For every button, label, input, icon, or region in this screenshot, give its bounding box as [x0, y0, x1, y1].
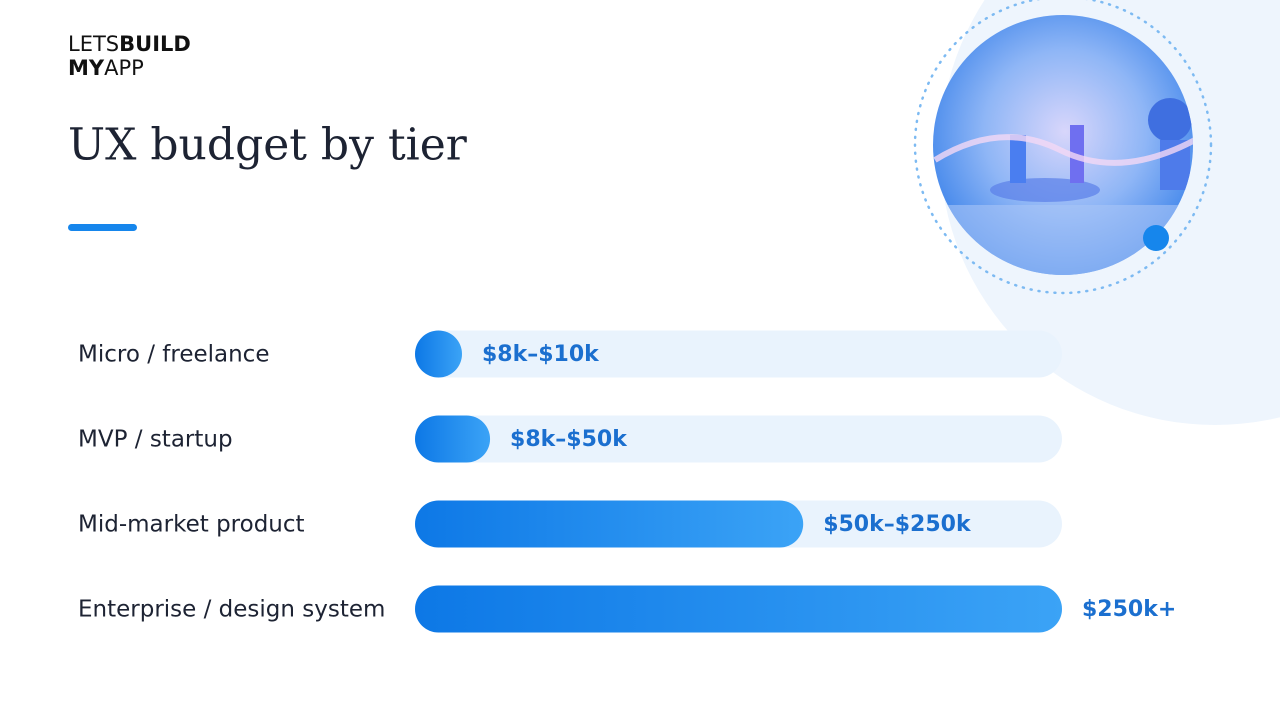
value-label: $8k–$50k	[510, 427, 628, 452]
value-label: $50k–$250k	[823, 512, 972, 537]
logo-line2: MYAPP	[68, 56, 144, 80]
bar-track	[415, 330, 1062, 378]
value-label: $250k+	[1082, 597, 1176, 622]
bar	[415, 415, 491, 463]
dotted-ring	[913, 0, 1213, 295]
category-label: Micro / freelance	[78, 342, 269, 368]
bar	[415, 330, 462, 378]
logo-text: BUILD	[119, 32, 191, 56]
title-underline	[68, 224, 137, 231]
category-label: Enterprise / design system	[78, 597, 385, 623]
accent-dot	[1143, 225, 1169, 251]
bar	[415, 500, 804, 548]
logo-text: LETS	[68, 32, 119, 56]
category-label: MVP / startup	[78, 427, 233, 453]
chart: Micro / freelance $8k–$10k MVP / startup $8…	[78, 330, 1176, 633]
value-label: $8k–$10k	[482, 342, 600, 367]
chart-title: UX budget by tier	[68, 120, 468, 171]
logo-line1: LETSBUILD	[68, 32, 191, 56]
bar-track	[415, 415, 1062, 463]
logo-text: MY	[68, 56, 105, 80]
bar	[415, 585, 1062, 633]
logo-text: APP	[104, 56, 144, 80]
category-label: Mid-market product	[78, 512, 305, 538]
